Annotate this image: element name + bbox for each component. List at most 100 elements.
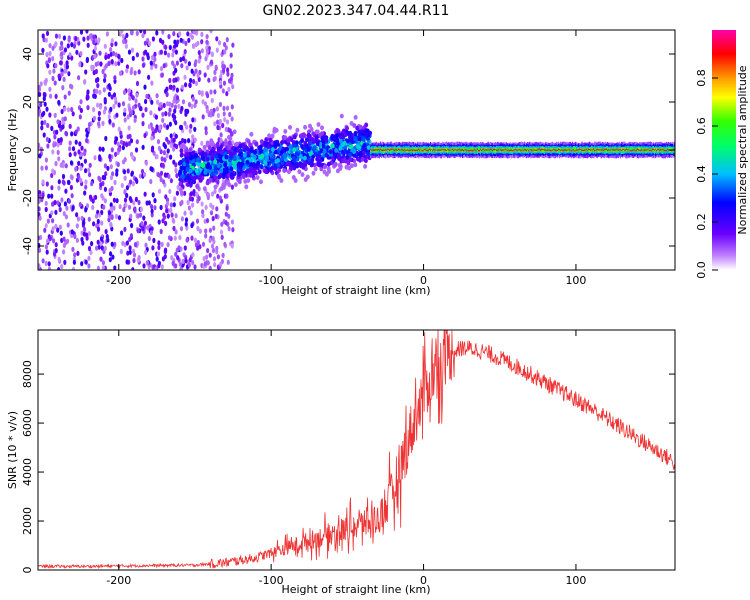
spectrogram-carrier-cell [626, 148, 628, 150]
spectrogram-noise-cell [188, 257, 192, 263]
spectrogram-noise-cell [142, 171, 147, 178]
spectrogram-noise-cell [167, 34, 171, 40]
spectrogram-carrier-cell [523, 148, 526, 153]
spectrogram-noise-cell [67, 198, 71, 204]
spectrogram-carrier-cell [560, 149, 562, 152]
spectrogram-noise-cell [172, 84, 176, 90]
spectrogram-noise-cell [197, 58, 201, 64]
spectrogram-noise-cell [56, 200, 60, 206]
spectrogram-carrier-cell [531, 149, 533, 151]
spectrogram-noise-cell [109, 206, 113, 212]
spectrogram-noise-cell [59, 162, 63, 168]
spectrogram-noise-cell [40, 165, 44, 171]
spectrogram-carrier-cell [624, 147, 626, 152]
spectrogram-signal-cell [313, 166, 318, 172]
spectrogram-noise-cell [227, 86, 231, 92]
spectrogram-noise-cell [54, 33, 59, 39]
spectrogram-noise-cell [218, 118, 222, 124]
spectrogram-carrier-cell [588, 148, 591, 151]
spectrogram-noise-cell [225, 205, 229, 211]
spectrogram-noise-cell [164, 220, 168, 226]
spectrogram-carrier-cell [403, 149, 405, 152]
spectrogram-noise-cell [107, 210, 112, 216]
spectrogram-carrier-cell [646, 149, 648, 151]
spectrogram-carrier-cell [516, 149, 518, 151]
spectrogram-carrier-cell [371, 149, 373, 151]
spectrogram-signal-cell [248, 167, 253, 173]
spectrogram-noise-cell [50, 125, 54, 131]
spectrogram-signal-cell [301, 132, 306, 138]
spectrogram-signal-cell [333, 161, 338, 167]
spectrogram-noise-cell [158, 125, 162, 131]
spectrogram-noise-cell [174, 167, 178, 174]
spectrogram-noise-cell [193, 264, 197, 270]
spectrogram-noise-cell [52, 68, 56, 74]
spectrogram-noise-cell [209, 89, 213, 95]
spectrogram-signal-cell [297, 169, 302, 175]
spectrogram-noise-cell [200, 48, 204, 54]
spectrogram-noise-cell [78, 114, 82, 120]
spectrogram-noise-cell [230, 72, 234, 78]
spectrogram-noise-cell [230, 243, 234, 249]
spectrogram-signal-cell [291, 175, 296, 180]
spectrogram-noise-cell [156, 99, 160, 105]
spectrogram-noise-cell [181, 56, 185, 62]
spectrogram-noise-cell [177, 245, 181, 251]
spectrogram-carrier-cell [552, 148, 554, 151]
spectrogram-noise-cell [68, 146, 72, 152]
snr-y-axis-label: SNR (10 * v/v) [6, 411, 19, 489]
spectrogram-noise-cell [107, 53, 111, 60]
spectrogram-noise-cell [191, 252, 195, 258]
spectrogram-carrier-cell [373, 149, 375, 151]
spectrogram-noise-cell [227, 226, 231, 232]
spectrogram-carrier-cell [388, 148, 390, 151]
spectrogram-carrier-cell [585, 148, 587, 150]
spectrogram-signal-cell [180, 165, 185, 171]
spectrogram-noise-cell [60, 40, 64, 47]
spectrogram-carrier-cell [665, 147, 667, 152]
spectrogram-noise-cell [172, 137, 176, 143]
spectrogram-noise-cell [57, 179, 61, 185]
spectrogram-carrier-cell [567, 148, 569, 150]
spectrogram-carrier-cell [471, 148, 473, 152]
spectrogram-carrier-cell [599, 149, 601, 151]
spectrogram-noise-cell [184, 40, 188, 47]
spectrogram-carrier-cell [374, 149, 376, 151]
spectrogram-noise-cell [226, 259, 230, 265]
spectrogram-noise-cell [189, 123, 193, 129]
spectrogram-noise-cell [69, 83, 73, 89]
spectrogram-carrier-cell [442, 149, 445, 151]
spectrogram-noise-cell [133, 242, 138, 248]
spectrogram-noise-cell [193, 137, 197, 143]
spectrogram-noise-cell [133, 206, 137, 212]
spectrogram-signal-cell [291, 140, 296, 145]
spectrogram-noise-cell [74, 36, 78, 42]
spectrogram-signal-cell [213, 184, 218, 190]
spectrogram-noise-cell [96, 239, 100, 245]
spectrogram-signal-cell [277, 168, 282, 173]
spectrogram-noise-cell [104, 54, 108, 61]
spectrogram-noise-cell [123, 175, 127, 181]
spectrogram-signal-cell [214, 153, 219, 159]
spectrogram-carrier-cell [412, 149, 415, 151]
spectrogram-signal-cell [358, 150, 363, 156]
spectrogram-signal-cell [201, 162, 206, 168]
spectrogram-carrier-cell [391, 148, 393, 151]
spectrogram-noise-cell [161, 218, 165, 224]
spectrogram-noise-cell [201, 114, 205, 120]
spectrogram-noise-cell [163, 157, 167, 163]
spectrogram-noise-cell [86, 89, 90, 95]
spectrogram-noise-cell [97, 116, 101, 122]
spectrogram-carrier-cell [532, 150, 534, 152]
spectrogram-signal-cell [244, 184, 249, 190]
spectrogram-noise-cell [180, 199, 184, 205]
spectrogram-signal-cell [311, 139, 316, 145]
spectrogram-noise-cell [77, 75, 81, 81]
spectrogram-noise-cell [185, 237, 189, 243]
spectrogram-noise-cell [200, 140, 204, 146]
spectrogram-signal-cell [269, 166, 274, 172]
spectrogram-noise-cell [123, 107, 127, 113]
spectrogram-noise-cell [194, 68, 198, 74]
spectrogram-noise-cell [48, 236, 52, 242]
spectrogram-noise-cell [70, 131, 74, 137]
